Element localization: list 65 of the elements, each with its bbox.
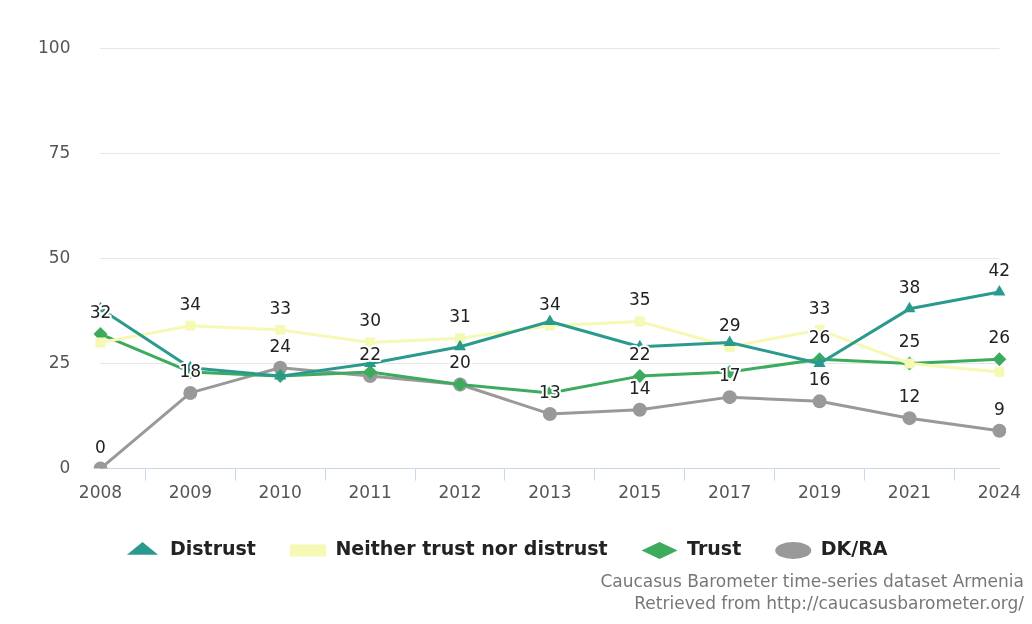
x-tick-label: 2017 — [708, 482, 752, 503]
data-label: 22 — [359, 344, 381, 365]
point — [95, 337, 106, 348]
point — [903, 301, 916, 313]
data-label: 24 — [269, 335, 292, 356]
x-tick-label: 2019 — [797, 482, 842, 503]
point — [632, 402, 647, 417]
point — [542, 406, 557, 421]
point — [274, 369, 287, 380]
text: Caucasus Barometer time-series dataset Armenia — [599, 570, 1024, 592]
point — [453, 339, 467, 351]
data-label: 25 — [898, 331, 921, 352]
point — [992, 423, 1007, 438]
y-tick-label: 0 — [59, 457, 71, 478]
data-label: 35 — [628, 289, 651, 310]
point — [634, 316, 645, 327]
point — [543, 314, 556, 325]
data-label: 42 — [988, 259, 1011, 280]
data-label: 31 — [449, 306, 471, 327]
x-tick-label: 2013 — [528, 482, 572, 503]
point — [722, 390, 737, 405]
x-tick-label: 2009 — [168, 482, 212, 503]
x-tick-label: 2008 — [78, 482, 123, 503]
text: Retrieved from http://caucasusbarometer.org/ — [633, 592, 1024, 614]
data-label: 30 — [359, 310, 381, 331]
x-tick-label: 2010 — [258, 482, 302, 503]
data-label: 29 — [718, 314, 741, 335]
data-label: 16 — [808, 369, 831, 390]
x-tick-label: 2012 — [438, 482, 482, 503]
legend-label: Distrust — [169, 537, 256, 560]
point — [993, 285, 1006, 296]
point — [723, 335, 736, 346]
legend-label: Neither trust nor distrust — [335, 537, 608, 560]
data-label: 26 — [988, 327, 1011, 348]
x-tick-label: 2011 — [348, 482, 392, 503]
x-tick-label: 2021 — [887, 482, 932, 503]
data-label: 26 — [808, 327, 831, 348]
point — [994, 366, 1005, 377]
x-tick-label: 2015 — [618, 482, 662, 503]
data-label: 33 — [808, 297, 831, 318]
point — [455, 333, 465, 344]
point — [992, 352, 1007, 367]
legend-label: DK/RA — [820, 537, 888, 560]
data-label: 12 — [898, 386, 921, 407]
point — [813, 356, 826, 367]
point — [185, 320, 196, 331]
point — [812, 394, 827, 409]
data-label: 33 — [269, 297, 292, 318]
point — [183, 385, 198, 400]
y-tick-label: 75 — [48, 141, 71, 162]
data-label: 34 — [179, 293, 202, 314]
data-label: 34 — [539, 293, 561, 314]
data-label: 38 — [898, 276, 921, 297]
data-label: 22 — [628, 344, 651, 365]
data-label: 0 — [95, 436, 106, 457]
point — [275, 324, 286, 335]
y-tick-label: 25 — [48, 351, 71, 372]
point — [902, 411, 917, 426]
data-label: 20 — [449, 352, 471, 373]
legend-label: Trust — [687, 537, 742, 560]
data-label: 14 — [628, 377, 651, 398]
x-tick-label: 2024 — [977, 482, 1021, 503]
y-tick-label: 50 — [48, 246, 71, 267]
y-tick-label: 100 — [37, 36, 71, 57]
data-label: 9 — [993, 398, 1005, 419]
